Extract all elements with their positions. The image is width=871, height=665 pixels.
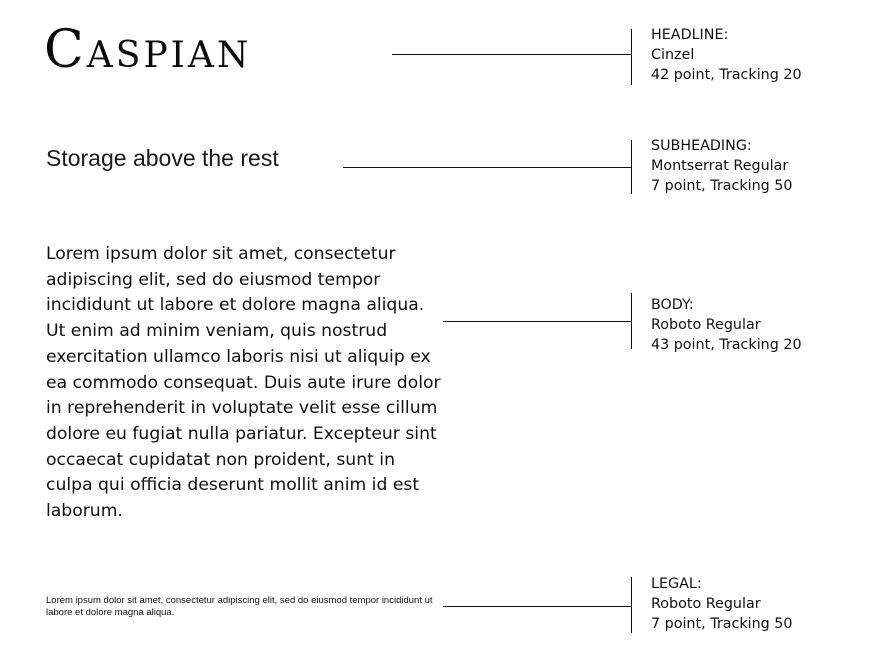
headline-spec: HEADLINE: Cinzel 42 point, Tracking 20 xyxy=(651,25,802,85)
legal-bracket-line xyxy=(631,577,633,633)
headline-bracket-line xyxy=(631,29,633,85)
headline-spec-font: Cinzel xyxy=(651,47,695,63)
subheading-connector-line xyxy=(343,167,632,169)
body-spec-font: Roboto Regular xyxy=(651,317,761,333)
subheading-sample: Storage above the rest xyxy=(46,145,279,171)
subheading-spec-font: Montserrat Regular xyxy=(651,158,789,174)
headline-sample: Caspian xyxy=(44,20,252,80)
headline-spec-label: HEADLINE: xyxy=(651,27,729,43)
body-connector-line xyxy=(443,321,632,323)
subheading-spec-size: 7 point, Tracking 50 xyxy=(651,178,793,194)
body-spec-size: 43 point, Tracking 20 xyxy=(651,337,802,353)
subheading-spec-label: SUBHEADING: xyxy=(651,138,752,154)
headline-connector-line xyxy=(392,54,632,56)
body-spec-label: BODY: xyxy=(651,297,694,313)
subheading-bracket-line xyxy=(631,140,633,194)
legal-spec-size: 7 point, Tracking 50 xyxy=(651,616,793,632)
headline-spec-size: 42 point, Tracking 20 xyxy=(651,67,802,83)
legal-sample: Lorem ipsum dolor sit amet, consectetur … xyxy=(46,595,433,618)
body-bracket-line xyxy=(631,293,633,349)
legal-spec-font: Roboto Regular xyxy=(651,596,761,612)
subheading-spec: SUBHEADING: Montserrat Regular 7 point, … xyxy=(651,136,792,196)
body-spec: BODY: Roboto Regular 43 point, Tracking … xyxy=(651,295,802,355)
legal-spec-label: LEGAL: xyxy=(651,576,702,592)
legal-spec: LEGAL: Roboto Regular 7 point, Tracking … xyxy=(651,574,792,634)
body-sample: Lorem ipsum dolor sit amet, consectetur … xyxy=(46,244,441,522)
legal-connector-line xyxy=(443,606,632,608)
